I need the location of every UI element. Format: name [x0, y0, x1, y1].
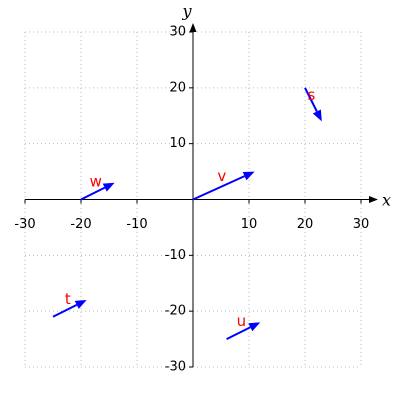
x-axis-label: x — [382, 191, 391, 210]
y-axis-label: y — [181, 2, 192, 21]
x-tick-label: -10 — [126, 217, 147, 232]
x-tick-label: -30 — [14, 217, 35, 232]
x-tick-label: 30 — [353, 217, 370, 232]
vector-head — [242, 171, 255, 181]
vector-head — [74, 300, 87, 309]
x-tick-label: 20 — [297, 217, 314, 232]
y-tick-label: 30 — [169, 25, 186, 40]
y-tick-label: 10 — [169, 136, 186, 151]
x-tick-label: -20 — [70, 217, 91, 232]
vector-shaft — [226, 326, 251, 340]
vector — [52, 300, 87, 318]
vector-label: w — [90, 173, 102, 191]
vector-shaft — [80, 186, 106, 201]
vector — [226, 322, 261, 340]
vector-label: u — [237, 312, 247, 330]
vector-shaft — [192, 175, 245, 201]
y-axis-arrow — [189, 23, 197, 32]
vector-label: t — [65, 290, 71, 308]
y-tick-label: -20 — [165, 304, 186, 319]
vector-head — [102, 182, 115, 192]
y-tick-label: -30 — [165, 360, 186, 375]
y-tick-label: -10 — [165, 248, 186, 263]
vector-shaft — [52, 304, 78, 318]
x-axis-arrow — [369, 196, 378, 203]
vector-label: v — [217, 167, 226, 185]
vector-label: s — [307, 86, 315, 104]
vector-head — [248, 322, 261, 332]
vector — [80, 182, 115, 201]
vector — [304, 87, 322, 122]
y-tick-label: 20 — [169, 80, 186, 95]
vector — [192, 171, 255, 201]
vector-shaft — [304, 87, 318, 112]
x-tick-label: 10 — [241, 217, 258, 232]
vector-head — [312, 109, 322, 122]
